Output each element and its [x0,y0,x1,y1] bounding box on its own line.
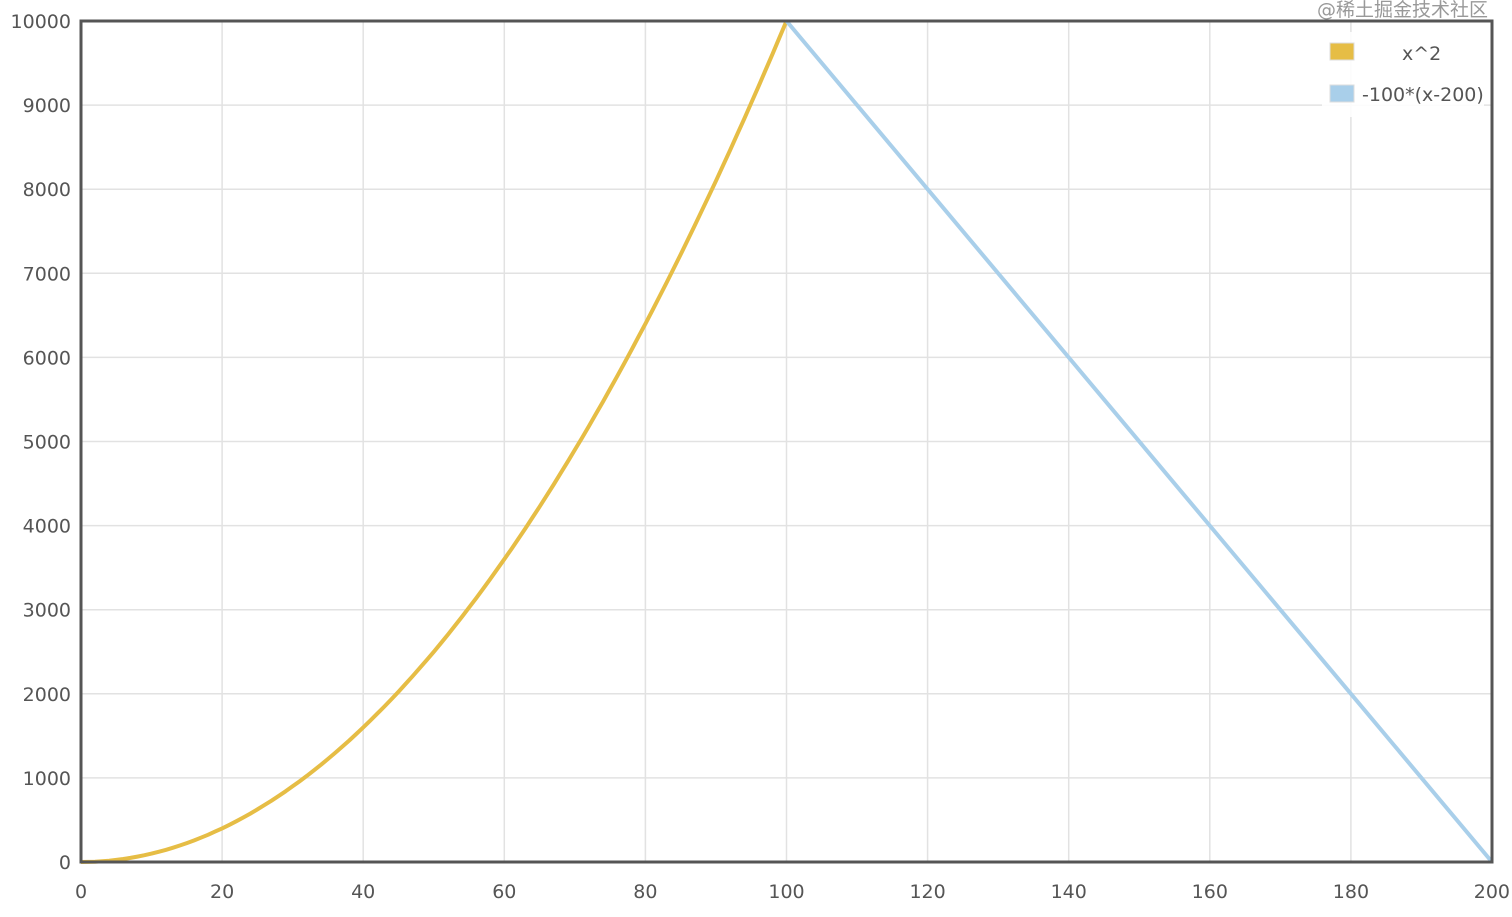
plot-frame [79,19,1494,864]
legend-label-linear: -100*(x-200) [1362,84,1484,106]
y-tick-label: 9000 [23,95,71,117]
grid [80,20,1493,863]
legend-label-x-squared: x^2 [1402,43,1441,65]
series-lines [80,19,1494,864]
watermark: @稀土掘金技术社区 [1317,0,1488,21]
x-axis-ticks: 0 20 40 60 80 100 120 140 160 180 200 [75,881,1510,903]
x-tick-label: 160 [1192,881,1228,903]
y-tick-label: 8000 [23,179,71,201]
x-tick-label: 80 [633,881,657,903]
legend: x^2 -100*(x-200) [1322,32,1484,117]
y-tick-label: 7000 [23,263,71,285]
y-tick-label: 0 [59,852,71,874]
x-tick-label: 20 [210,881,234,903]
y-axis-ticks: 0 1000 2000 3000 4000 5000 6000 7000 8000 9000 100… [11,11,71,874]
y-tick-label: 2000 [23,684,71,706]
x-tick-label: 100 [768,881,804,903]
x-tick-label: 120 [909,881,945,903]
series-line-0 [80,20,789,864]
x-tick-label: 60 [492,881,516,903]
y-tick-label: 6000 [23,347,71,369]
y-tick-label: 5000 [23,432,71,454]
y-tick-label: 10000 [11,11,71,33]
x-tick-label: 40 [351,881,375,903]
y-tick-label: 4000 [23,516,71,538]
y-tick-label: 3000 [23,600,71,622]
legend-swatch-x-squared [1329,42,1355,61]
series-line-1 [784,19,1494,864]
y-tick-label: 1000 [23,768,71,790]
x-tick-label: 180 [1333,881,1369,903]
x-tick-label: 0 [75,881,87,903]
x-tick-label: 200 [1474,881,1510,903]
x-tick-label: 140 [1051,881,1087,903]
legend-swatch-linear [1329,84,1355,103]
